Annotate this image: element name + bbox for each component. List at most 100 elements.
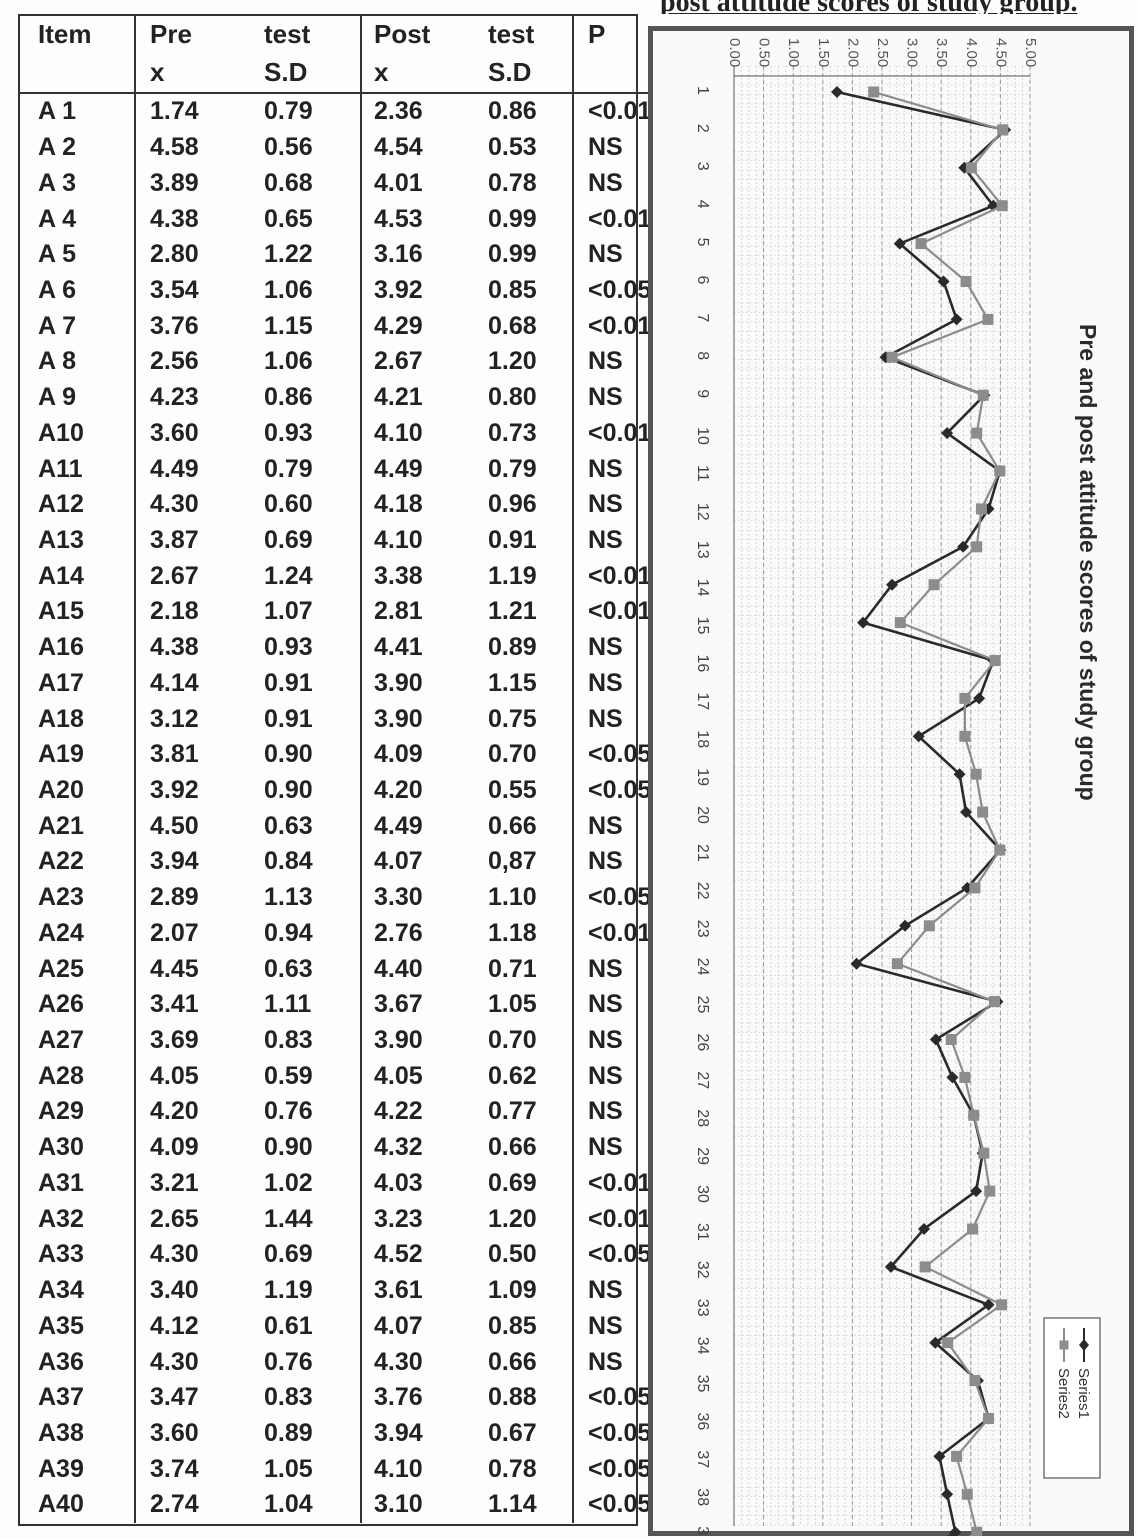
series-1-point xyxy=(950,313,963,326)
cell-post-mean: 4.30 xyxy=(374,1347,423,1376)
cell-item: A36 xyxy=(20,1344,136,1380)
category-tick-label: 24 xyxy=(694,958,711,976)
cell-item: A35 xyxy=(20,1308,136,1345)
cell-post-mean: 3.61 xyxy=(374,1276,423,1305)
series-2-point xyxy=(959,1071,971,1083)
series-2-point xyxy=(996,1299,1008,1311)
cell-post-sd: 0.66 xyxy=(474,808,574,845)
cell-pre-mean: 4.38 xyxy=(150,633,199,662)
cell-pre-sd: 0.93 xyxy=(246,629,362,666)
legend-marker-diamond xyxy=(1079,1339,1089,1351)
cell-post-sd: 1.09 xyxy=(474,1272,574,1309)
cell-post-sd: 1.05 xyxy=(474,986,574,1023)
series-2-point xyxy=(989,655,1001,666)
table-row: A23 2.89 1.13 3.30 1.10 <0.05* xyxy=(20,879,732,916)
cell-item: A 5 xyxy=(20,236,136,273)
header-item: Item xyxy=(20,16,136,52)
series-2-point xyxy=(982,313,994,325)
cell-pre-sd: 0.65 xyxy=(246,201,362,237)
table-row: A12 4.30 0.60 4.18 0.96 NS xyxy=(20,486,732,523)
series-2-point xyxy=(959,692,971,704)
scores-table-frame: Item Pre test Post test P x S.D x S.D A … xyxy=(18,14,732,1526)
cell-pre-sd: 1.11 xyxy=(246,986,362,1023)
series-1-point xyxy=(941,1488,954,1501)
cell-p-value: NS xyxy=(588,1133,623,1162)
table-row: A16 4.38 0.93 4.41 0.89 NS xyxy=(20,629,732,666)
cell-item: A 3 xyxy=(20,165,136,202)
cell-pre-mean: 2.65 xyxy=(150,1204,199,1233)
cell-post-mean: 3.23 xyxy=(374,1204,423,1233)
series-2-point xyxy=(919,1261,931,1273)
cell-post-mean: 3.90 xyxy=(374,704,423,733)
category-tick-label: 38 xyxy=(694,1488,711,1506)
cell-post-mean: 4.20 xyxy=(374,776,423,805)
category-tick-label: 23 xyxy=(694,920,711,938)
value-tick-label: 4.00 xyxy=(963,38,980,67)
cell-post-sd: 0.66 xyxy=(474,1129,574,1166)
series-1-point xyxy=(946,1071,959,1084)
series-2-point xyxy=(970,768,982,780)
series-2-point xyxy=(988,996,1000,1008)
cell-post-mean: 4.41 xyxy=(374,633,423,662)
cell-pre-mean: 3.76 xyxy=(150,311,199,340)
cell-item: A11 xyxy=(20,451,136,487)
cell-post-sd: 1.15 xyxy=(474,665,574,702)
series-2-point xyxy=(984,1185,996,1197)
series-2-point xyxy=(975,503,987,515)
cell-post-mean: 3.38 xyxy=(374,561,423,590)
cell-pre-sd: 0.83 xyxy=(246,1379,362,1416)
category-tick-label: 26 xyxy=(694,1034,711,1052)
series-2-point xyxy=(945,1034,957,1045)
cell-post-sd: 0.70 xyxy=(474,736,574,773)
cell-pre-sd: 0.69 xyxy=(246,522,362,559)
series-2-point xyxy=(971,1526,983,1536)
cell-pre-sd: 1.02 xyxy=(246,1165,362,1202)
cell-post-sd: 0.79 xyxy=(474,451,574,487)
cell-post-mean: 4.22 xyxy=(374,1097,423,1126)
cell-post-sd: 0.85 xyxy=(474,272,574,309)
cell-pre-mean: 2.07 xyxy=(150,918,199,947)
cell-item: A34 xyxy=(20,1272,136,1309)
cell-pre-mean: 4.23 xyxy=(150,383,199,412)
table-row: A36 4.30 0.76 4.30 0.66 NS xyxy=(20,1344,732,1380)
legend-label: Series1 xyxy=(1075,1368,1092,1419)
series-line-2 xyxy=(873,90,1005,1536)
cell-post-mean: 3.94 xyxy=(374,1418,423,1447)
series-2-point xyxy=(983,1413,995,1424)
series-1-point xyxy=(987,199,1000,212)
category-tick-label: 16 xyxy=(694,655,711,673)
table-header-row-2: x S.D x S.D xyxy=(20,52,732,94)
cell-item: A16 xyxy=(20,629,136,666)
series-1-point xyxy=(941,427,954,440)
cell-pre-mean: 4.45 xyxy=(150,954,199,983)
legend-label: Series2 xyxy=(1055,1368,1072,1419)
cell-pre-mean: 4.30 xyxy=(150,1347,199,1376)
series-2-point xyxy=(868,86,880,98)
cell-post-sd: 0.99 xyxy=(474,236,574,273)
series-2-point xyxy=(967,1223,979,1235)
cell-item: A26 xyxy=(20,986,136,1023)
category-tick-label: 3 xyxy=(694,162,711,171)
cell-pre-sd: 0.91 xyxy=(246,701,362,737)
cell-post-sd: 0.69 xyxy=(474,1165,574,1202)
cell-post-mean: 4.07 xyxy=(374,1311,423,1340)
cell-pre-mean: 4.09 xyxy=(150,1133,199,1162)
cell-p-value: NS xyxy=(588,454,623,483)
cell-item: A13 xyxy=(20,522,136,559)
series-2-point xyxy=(965,162,977,174)
cell-item: A37 xyxy=(20,1379,136,1416)
category-tick-label: 8 xyxy=(694,351,711,360)
series-1-point xyxy=(850,957,863,970)
table-row: A40 2.74 1.04 3.10 1.14 <0.05* xyxy=(20,1487,732,1523)
series-1-point xyxy=(929,1033,942,1046)
subheader-post-mean: x xyxy=(361,52,474,94)
category-tick-label: 7 xyxy=(694,313,711,322)
cell-post-mean: 2.67 xyxy=(374,347,423,376)
value-tick-label: 3.00 xyxy=(904,38,921,67)
cell-pre-mean: 4.20 xyxy=(150,1097,199,1126)
series-1-point xyxy=(953,768,966,781)
value-tick-label: 4.50 xyxy=(992,38,1009,67)
category-tick-label: 4 xyxy=(694,200,711,209)
table-row: A22 3.94 0.84 4.07 0,87 NS xyxy=(20,844,732,880)
cell-post-sd: 0,87 xyxy=(474,844,574,880)
